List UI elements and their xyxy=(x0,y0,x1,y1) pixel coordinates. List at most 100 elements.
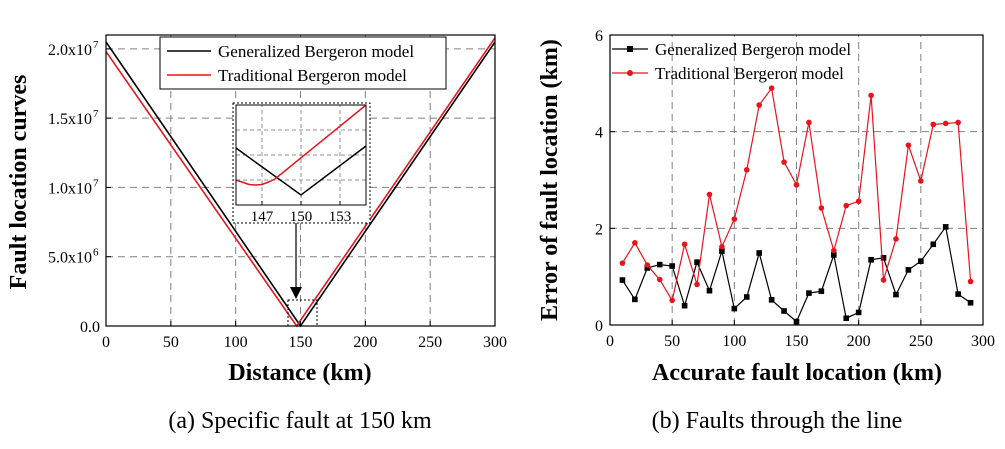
data-point-traditional-bergeron-model xyxy=(843,202,850,209)
legend-label-generalized: Generalized Bergeron model xyxy=(655,40,851,59)
data-point-generalized-bergeron-model xyxy=(669,263,675,269)
chart-b-y-axis-title: Error of fault location (km) xyxy=(537,39,563,321)
inset-x-ticks: 147 150 153 xyxy=(251,201,352,225)
chart-a-y-axis-title: Fault location curves xyxy=(6,75,32,290)
data-point-generalized-bergeron-model xyxy=(619,277,626,283)
data-point-generalized-bergeron-model xyxy=(694,259,700,265)
data-point-generalized-bergeron-model xyxy=(706,287,713,294)
data-point-generalized-bergeron-model xyxy=(831,252,837,258)
chart-b-x-tick-label: 200 xyxy=(847,333,871,350)
chart-a-x-axis-title: Distance (km) xyxy=(228,360,371,386)
chart-b-x-tick-label: 50 xyxy=(664,333,680,350)
data-point-generalized-bergeron-model xyxy=(818,288,825,294)
chart-b-y-tick-label: 0 xyxy=(595,318,603,335)
data-point-traditional-bergeron-model xyxy=(669,297,675,304)
data-point-traditional-bergeron-model xyxy=(719,243,725,250)
data-point-traditional-bergeron-model xyxy=(905,142,912,148)
chart-b-x-axis-title: Accurate fault location (km) xyxy=(652,360,942,386)
chart-a-y-tick-exponent: 6 xyxy=(93,247,99,259)
inset-series-line-traditional-bergeron-model xyxy=(235,104,367,186)
chart-b-x-tick-label: 250 xyxy=(909,333,933,350)
data-point-traditional-bergeron-model xyxy=(681,241,688,248)
chart-b-caption: (b) Faults through the line xyxy=(652,408,903,434)
data-point-generalized-bergeron-model xyxy=(905,267,912,273)
data-point-traditional-bergeron-model xyxy=(756,102,762,108)
data-point-traditional-bergeron-model xyxy=(644,262,651,268)
data-point-traditional-bergeron-model xyxy=(918,178,924,184)
chart-a: 0 50 100 150 200 250 300 0.05.0x10 61.0x10 71.5x… xyxy=(6,34,507,434)
chart-a-y-tick-exponent: 7 xyxy=(93,177,99,189)
data-point-traditional-bergeron-model xyxy=(781,159,787,165)
data-point-generalized-bergeron-model xyxy=(918,258,924,264)
data-point-generalized-bergeron-model xyxy=(768,297,775,303)
chart-b-x-tick-label: 100 xyxy=(722,333,746,350)
data-point-generalized-bergeron-model xyxy=(930,241,937,248)
chart-a-x-tick-label: 250 xyxy=(418,334,442,351)
data-point-generalized-bergeron-model xyxy=(868,256,874,263)
chart-a-y-tick-label: 5.0x10 xyxy=(48,250,92,267)
chart-a-y-tick-label: 1.0x10 xyxy=(48,180,92,197)
data-point-generalized-bergeron-model xyxy=(719,248,725,254)
inset-series xyxy=(235,104,367,196)
data-point-generalized-bergeron-model xyxy=(656,261,663,268)
chart-b-series xyxy=(619,85,974,325)
chart-a-y-ticks: 0.05.0x10 61.0x10 71.5x10 72.0x10 7 xyxy=(48,39,111,336)
data-point-generalized-bergeron-model xyxy=(756,250,762,256)
data-point-traditional-bergeron-model xyxy=(632,240,638,246)
data-point-traditional-bergeron-model xyxy=(831,247,837,254)
data-point-generalized-bergeron-model xyxy=(942,224,949,230)
chart-a-x-tick-label: 200 xyxy=(353,334,377,351)
data-point-traditional-bergeron-model xyxy=(955,119,961,126)
chart-b-x-tick-label: 300 xyxy=(971,333,995,350)
chart-a-y-tick-exponent: 7 xyxy=(93,39,99,51)
data-point-traditional-bergeron-model xyxy=(793,182,800,188)
data-point-generalized-bergeron-model xyxy=(880,255,887,261)
chart-b-x-ticks: 0 50 100 150 200 250 300 xyxy=(606,320,995,350)
data-point-traditional-bergeron-model xyxy=(731,216,738,222)
chart-a-x-tick-label: 300 xyxy=(483,334,507,351)
chart-b-y-tick-label: 2 xyxy=(595,221,603,238)
chart-b-legend: Generalized Bergeron model Traditional B… xyxy=(612,40,851,83)
inset-x-tick-label: 147 xyxy=(251,209,274,225)
chart-a-caption: (a) Specific fault at 150 km xyxy=(168,408,432,434)
data-point-traditional-bergeron-model xyxy=(893,236,899,242)
chart-a-x-tick-label: 50 xyxy=(163,334,179,351)
data-point-generalized-bergeron-model xyxy=(955,291,961,297)
chart-a-x-tick-label: 0 xyxy=(102,334,110,351)
data-point-traditional-bergeron-model xyxy=(880,277,887,283)
chart-a-y-tick-label: 0.0 xyxy=(80,319,100,336)
legend-marker-square xyxy=(627,46,633,52)
data-point-traditional-bergeron-model xyxy=(930,121,937,128)
chart-a-legend-box xyxy=(159,36,447,90)
inset-series-line-generalized-bergeron-model xyxy=(235,145,367,196)
chart-b-x-tick-label: 0 xyxy=(606,333,614,350)
data-point-traditional-bergeron-model xyxy=(743,167,750,173)
data-point-traditional-bergeron-model xyxy=(694,281,700,288)
data-point-generalized-bergeron-model xyxy=(644,265,651,271)
chart-a-zoom-arrowhead xyxy=(290,287,302,299)
data-point-traditional-bergeron-model xyxy=(868,92,874,99)
data-point-traditional-bergeron-model xyxy=(855,198,862,205)
data-point-generalized-bergeron-model xyxy=(743,294,750,300)
data-point-traditional-bergeron-model xyxy=(706,191,713,198)
chart-a-x-ticks: 0 50 100 150 200 250 300 xyxy=(102,321,507,351)
data-point-traditional-bergeron-model xyxy=(619,260,626,266)
data-point-generalized-bergeron-model xyxy=(731,305,738,312)
data-point-generalized-bergeron-model xyxy=(843,315,850,322)
chart-b-y-ticks: 0 2 4 6 xyxy=(595,28,615,335)
chart-a-y-tick-exponent: 7 xyxy=(93,108,99,120)
data-point-generalized-bergeron-model xyxy=(967,299,974,306)
chart-a-x-tick-label: 150 xyxy=(289,334,313,351)
legend-label-traditional: Traditional Bergeron model xyxy=(218,66,407,85)
data-point-traditional-bergeron-model xyxy=(942,120,949,127)
data-point-generalized-bergeron-model xyxy=(855,309,862,316)
chart-a-x-tick-label: 100 xyxy=(224,334,248,351)
data-point-generalized-bergeron-model xyxy=(893,291,899,298)
inset-x-tick-label: 153 xyxy=(329,209,352,225)
data-point-traditional-bergeron-model xyxy=(768,85,775,91)
chart-a-y-tick-label: 1.5x10 xyxy=(48,111,92,128)
chart-b: 0 50 100 150 200 250 300 0 2 4 6 Generalized Berg… xyxy=(537,28,995,434)
chart-a-y-tick-label: 2.0x10 xyxy=(48,42,92,59)
chart-b-y-tick-label: 6 xyxy=(595,28,603,45)
